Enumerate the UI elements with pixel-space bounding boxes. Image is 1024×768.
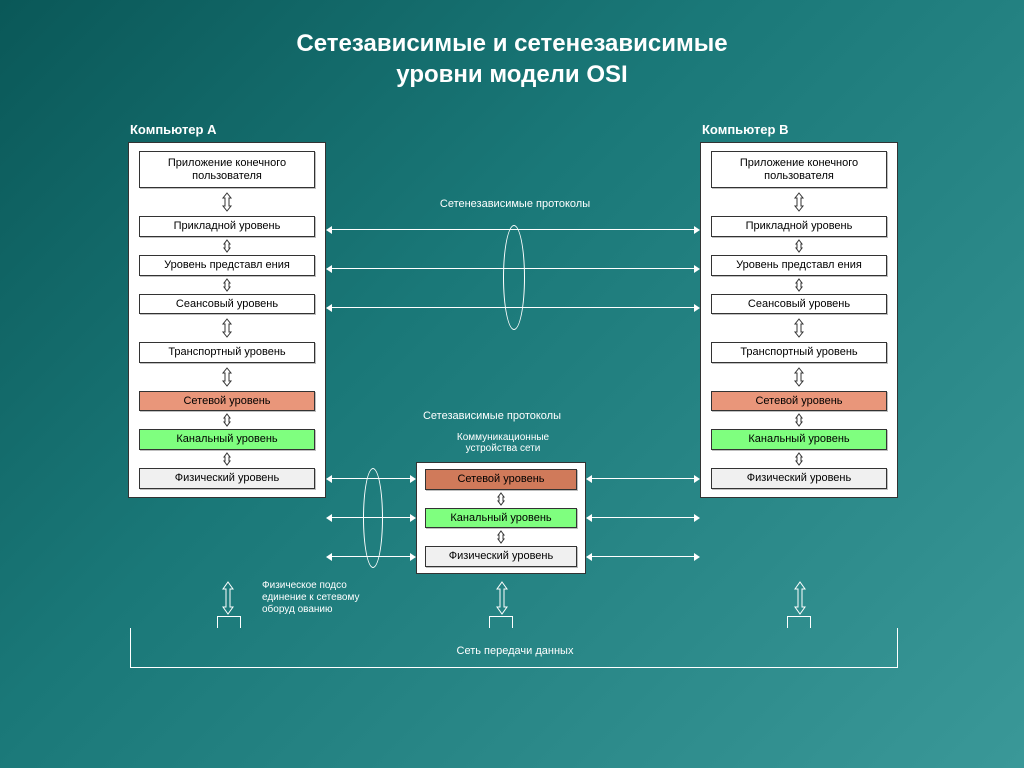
layer-transport-a: Транспортный уровень: [139, 342, 315, 363]
arrow-physical-mb: [592, 556, 694, 557]
arrow-network-am: [332, 478, 410, 479]
arrow-datalink-mb: [592, 517, 694, 518]
layer-presentation-a: Уровень представл ения: [139, 255, 315, 276]
arrow-datalink-am: [332, 517, 410, 518]
layer-physical-mid: Физический уровень: [425, 546, 577, 567]
layer-presentation-b: Уровень представл ения: [711, 255, 887, 276]
arrow-physical-am: [332, 556, 410, 557]
layer-network-b: Сетевой уровень: [711, 391, 887, 412]
arrow-down-a: [220, 580, 236, 616]
label-dependent-protocols: Сетезависимые протоколы: [412, 410, 572, 422]
ellipse-independent: [503, 225, 525, 330]
layer-datalink-mid: Канальный уровень: [425, 508, 577, 529]
arrow-presentation: [332, 268, 694, 269]
layer-physical-b: Физический уровень: [711, 468, 887, 489]
layer-physical-a: Физический уровень: [139, 468, 315, 489]
arrow-network-mb: [592, 478, 694, 479]
label-physical-connection: Физическое подсо единение к сетевому обо…: [262, 580, 372, 616]
layer-datalink-b: Канальный уровень: [711, 429, 887, 450]
communication-device-box: Сетевой уровень Канальный уровень Физиче…: [416, 462, 586, 574]
label-comm-devices: Коммуникационные устройства сети: [438, 432, 568, 454]
arrow-down-mid: [494, 580, 510, 616]
layer-app-user-b: Приложение конечного пользователя: [711, 151, 887, 188]
layer-application-b: Прикладной уровень: [711, 216, 887, 237]
label-network-medium: Сеть передачи данных: [430, 645, 600, 657]
layer-session-a: Сеансовый уровень: [139, 294, 315, 315]
arrow-down-b: [792, 580, 808, 616]
layer-transport-b: Транспортный уровень: [711, 342, 887, 363]
layer-network-a: Сетевой уровень: [139, 391, 315, 412]
layer-app-user-a: Приложение конечного пользователя: [139, 151, 315, 188]
layer-application-a: Прикладной уровень: [139, 216, 315, 237]
diagram-stage: Компьютер А Компьютер В Приложение конеч…: [0, 0, 1024, 768]
osi-stack-a: Приложение конечного пользователя Прикла…: [128, 142, 326, 498]
label-independent-protocols: Сетенезависимые протоколы: [430, 198, 600, 210]
arrow-session: [332, 307, 694, 308]
layer-session-b: Сеансовый уровень: [711, 294, 887, 315]
osi-stack-b: Приложение конечного пользователя Прикла…: [700, 142, 898, 498]
label-computer-a: Компьютер А: [130, 122, 216, 137]
ellipse-dependent: [363, 468, 383, 568]
label-computer-b: Компьютер В: [702, 122, 788, 137]
layer-datalink-a: Канальный уровень: [139, 429, 315, 450]
arrow-application: [332, 229, 694, 230]
layer-network-mid: Сетевой уровень: [425, 469, 577, 490]
